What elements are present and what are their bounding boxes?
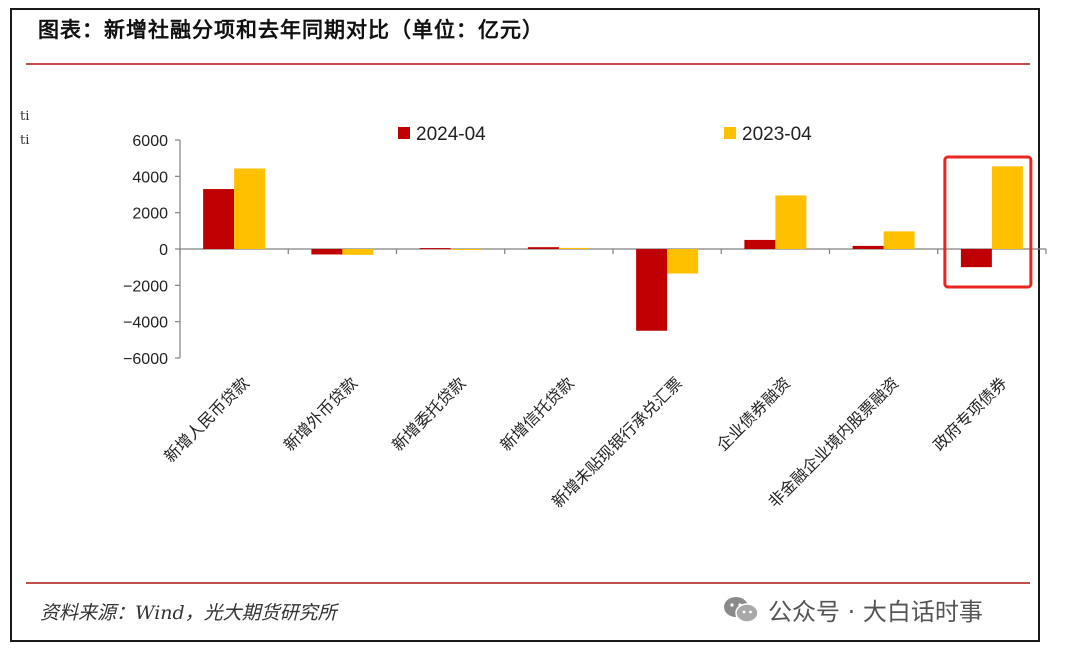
stray-glyph: ti — [20, 109, 29, 124]
x-category-label: 企业债券融资 — [713, 373, 794, 454]
source-note: 资料来源：Wind，光大期货研究所 — [40, 602, 337, 624]
top-rule — [26, 63, 1030, 65]
x-category-label: 新增外币贷款 — [280, 373, 361, 454]
bar-2023-04-7 — [991, 166, 1023, 249]
legend-label: 2024-04 — [416, 124, 486, 145]
bar-2024-04-0 — [203, 189, 235, 249]
watermark-text: 公众号 · 大白话时事 — [768, 598, 983, 626]
x-category-label: 新增人民币贷款 — [160, 373, 253, 466]
x-category-label: 新增委托贷款 — [388, 373, 469, 454]
y-tick-label: 0 — [159, 242, 168, 259]
bar-2024-04-6 — [852, 245, 884, 249]
bar-2023-04-6 — [883, 231, 915, 249]
y-tick-label: −4000 — [123, 315, 168, 332]
bar-2024-04-3 — [527, 247, 559, 249]
figure-frame — [10, 8, 1040, 642]
bar-2023-04-2 — [450, 249, 482, 250]
bar-2024-04-5 — [744, 239, 776, 249]
bar-2023-04-4 — [667, 249, 699, 274]
bar-2023-04-3 — [558, 247, 590, 249]
y-tick-label: 6000 — [132, 133, 168, 150]
watermark: 公众号 · 大白话时事 — [722, 592, 983, 627]
highlight-box — [943, 155, 1033, 289]
y-tick-label: 2000 — [132, 206, 168, 223]
bar-2023-04-1 — [342, 249, 374, 255]
stray-glyph: ti — [20, 133, 29, 148]
x-category-label: 政府专项债券 — [929, 373, 1010, 454]
legend-swatch — [398, 127, 410, 139]
bar-2024-04-4 — [636, 249, 668, 331]
legend-swatch — [724, 127, 736, 139]
bar-2024-04-2 — [419, 248, 451, 250]
y-tick-label: −6000 — [123, 351, 168, 368]
bottom-rule — [26, 582, 1030, 584]
x-category-label: 新增信托贷款 — [496, 373, 577, 454]
wechat-icon — [724, 596, 759, 623]
bar-2023-04-5 — [775, 195, 807, 249]
legend-label: 2023-04 — [742, 124, 812, 145]
y-tick-label: 4000 — [132, 169, 168, 186]
bar-2024-04-1 — [311, 249, 343, 255]
bar-2023-04-0 — [234, 168, 266, 249]
y-tick-label: −2000 — [123, 278, 168, 295]
bar-2024-04-7 — [960, 249, 992, 268]
chart-title: 图表：新增社融分项和去年同期对比（单位：亿元） — [38, 17, 544, 42]
